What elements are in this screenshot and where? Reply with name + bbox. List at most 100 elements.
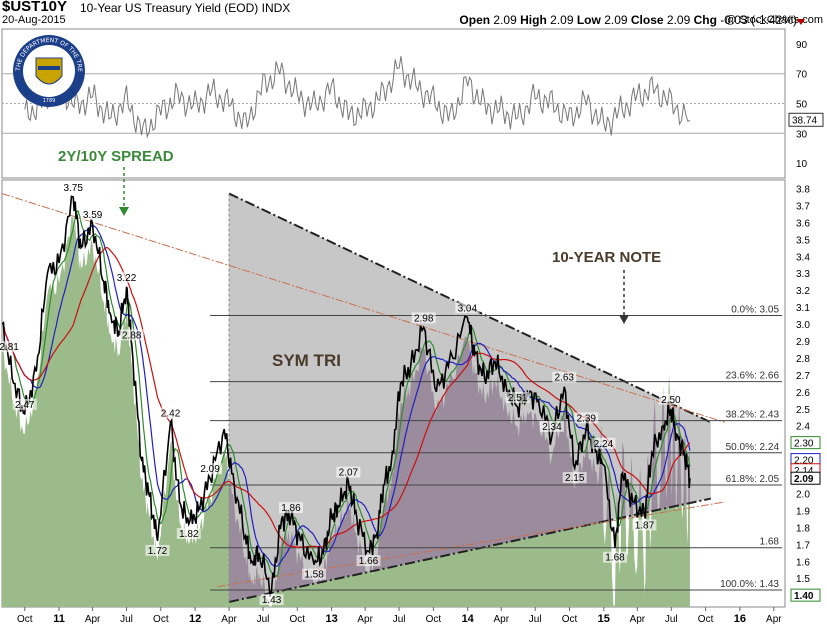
price-tick-label: 3.2: [796, 286, 810, 297]
right-value-label: 2.20: [794, 456, 814, 467]
fib-label: 38.2%: 2.43: [726, 410, 780, 421]
right-value-label: 2.09: [794, 474, 814, 485]
price-tick-label: 3.5: [796, 235, 810, 246]
right-value-label: 1.40: [794, 591, 814, 602]
data-label: 2.07: [339, 468, 359, 479]
data-label: 1.68: [605, 553, 625, 564]
right-value-box: [790, 471, 821, 485]
right-value-label: 2.14: [794, 466, 814, 477]
close-label: Close: [630, 13, 664, 27]
chart-description: 10-Year US Treasury Yield (EOD) INDX: [80, 1, 290, 15]
x-tick-label: Jul: [665, 614, 678, 625]
data-label: 2.51: [508, 393, 528, 404]
data-label: 1.72: [148, 546, 168, 557]
x-tick-label: Jul: [120, 614, 133, 625]
data-label: 2.39: [577, 413, 597, 424]
price-tick-label: 1.5: [796, 574, 810, 585]
price-tick-label: 1.6: [796, 557, 810, 568]
indicator-tick-label: 90: [796, 40, 808, 51]
data-label: 2.34: [542, 422, 562, 433]
fib-label: 61.8%: 2.05: [726, 474, 780, 485]
x-tick-label: Jul: [529, 614, 542, 625]
annotation-note: 10-YEAR NOTE: [552, 249, 661, 266]
overlap-area: [229, 216, 690, 602]
price-tick-label: 1.8: [796, 523, 810, 534]
price-tick-label: 2.7: [796, 371, 810, 382]
chg-label: Chg: [693, 13, 717, 27]
data-label: 2.81: [0, 342, 19, 353]
x-tick-label: Apr: [357, 614, 373, 625]
x-tick-label: Apr: [630, 614, 646, 625]
price-tick-label: 2.9: [796, 337, 810, 348]
high-value: 2.09: [550, 13, 574, 27]
price-tick-label: 1.9: [796, 506, 810, 517]
fib-label: 100.0%: 1.43: [720, 579, 779, 590]
x-tick-label: Apr: [766, 614, 782, 625]
price-tick-label: 2.5: [796, 405, 810, 416]
x-tick-label: Oct: [290, 614, 306, 625]
data-label: 3.59: [83, 210, 103, 221]
svg-text:1789: 1789: [43, 98, 56, 104]
x-tick-label: 16: [734, 613, 746, 625]
triangle-lower-line: [228, 497, 712, 603]
data-label: 1.87: [635, 521, 655, 532]
x-tick-label: 13: [325, 613, 337, 625]
data-label: 2.88: [122, 330, 142, 341]
data-label: 2.42: [161, 408, 181, 419]
x-tick-label: Oct: [426, 614, 442, 625]
quote-bar: Open 2.09 High 2.09 Low 2.09 Close 2.09 …: [459, 13, 797, 27]
x-tick-label: 15: [598, 613, 610, 625]
x-tick-label: Apr: [85, 614, 101, 625]
price-tick-label: 3.3: [796, 269, 810, 280]
chg-value: -0.03 (-1.42%): [720, 13, 797, 27]
indicator-clip: [24, 56, 691, 139]
annotation-spread: 2Y/10Y SPREAD: [58, 148, 174, 165]
x-tick-label: Jul: [393, 614, 406, 625]
price-tick-label: 3.6: [796, 218, 810, 229]
fib-label: 23.6%: 2.66: [726, 371, 780, 382]
symbol: $UST10Y: [2, 0, 68, 15]
data-label: 2.63: [555, 373, 575, 384]
indicator-tick-label: 10: [796, 159, 808, 170]
fib-label: 1.68: [760, 537, 780, 548]
x-tick-label: Apr: [221, 614, 237, 625]
right-value-box: [790, 588, 821, 602]
data-label: 2.47: [15, 400, 35, 411]
data-label: 2.09: [200, 464, 220, 475]
data-label: 1.58: [304, 570, 324, 581]
price-tick-label: 2.6: [796, 388, 810, 399]
spread-arrow-icon: [119, 207, 129, 216]
price-tick-label: 3.7: [796, 201, 810, 212]
x-tick-label: Oct: [698, 614, 714, 625]
x-tick-label: 12: [189, 613, 201, 625]
price-tick-label: 3.4: [796, 252, 810, 263]
description-text: 10-Year US Treasury Yield (EOD): [80, 1, 259, 15]
price-tick-label: 3.0: [796, 320, 810, 331]
indicator-line: [24, 56, 691, 139]
x-tick-label: 14: [462, 613, 475, 625]
fib-label: 50.0%: 2.24: [726, 442, 780, 453]
price-tick-label: 2.8: [796, 354, 810, 365]
x-tick-label: Oct: [562, 614, 578, 625]
right-value-label: 2.30: [794, 439, 814, 450]
data-label: 2.15: [565, 473, 585, 484]
fib-label: 0.0%: 3.05: [731, 305, 779, 316]
indicator-tick-label: 50: [796, 100, 808, 111]
price-line: [2, 195, 691, 597]
x-tick-label: Apr: [493, 614, 509, 625]
data-label: 1.86: [281, 503, 301, 514]
low-value: 2.09: [604, 13, 628, 27]
indicator-tick-label: 70: [796, 70, 808, 81]
data-label: 1.82: [179, 529, 199, 540]
indicator-tick-label: 30: [796, 129, 808, 140]
indicator-last-box: [788, 112, 824, 127]
annotation-sym-tri: SYM TRI: [272, 351, 341, 370]
chart-date: 20-Aug-2015: [2, 14, 66, 26]
x-tick-label: Oct: [17, 614, 33, 625]
data-label: 1.66: [359, 556, 379, 567]
data-label: 1.43: [262, 595, 282, 606]
down-arrow-icon: [797, 19, 805, 25]
open-label: Open: [459, 13, 491, 27]
data-label: 2.24: [594, 439, 614, 450]
